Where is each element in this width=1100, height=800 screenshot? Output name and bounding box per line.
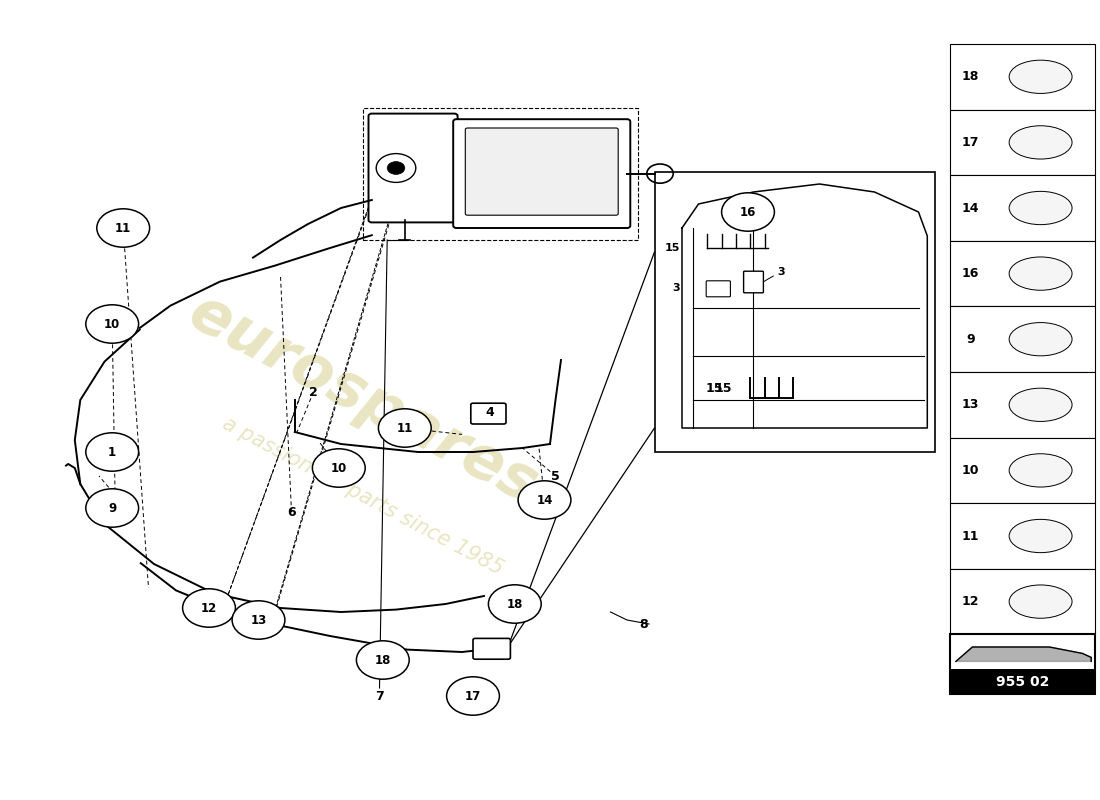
Circle shape <box>518 481 571 519</box>
Text: 14: 14 <box>961 202 979 214</box>
FancyBboxPatch shape <box>453 119 630 228</box>
Text: 3: 3 <box>672 283 680 293</box>
FancyBboxPatch shape <box>368 114 458 222</box>
Ellipse shape <box>1009 191 1072 225</box>
Text: 6: 6 <box>287 506 296 518</box>
Circle shape <box>86 489 139 527</box>
FancyBboxPatch shape <box>950 634 1094 694</box>
Text: 18: 18 <box>961 70 979 83</box>
Circle shape <box>312 449 365 487</box>
Ellipse shape <box>1009 585 1072 618</box>
Ellipse shape <box>1009 257 1072 290</box>
Text: 9: 9 <box>108 502 117 514</box>
Text: 12: 12 <box>961 595 979 608</box>
Text: 10: 10 <box>331 462 346 474</box>
FancyBboxPatch shape <box>706 281 730 297</box>
Text: 955 02: 955 02 <box>996 675 1049 689</box>
FancyBboxPatch shape <box>471 403 506 424</box>
Text: eurospares: eurospares <box>178 283 548 517</box>
Text: 10: 10 <box>104 318 120 330</box>
Text: 4: 4 <box>485 406 494 418</box>
Text: 10: 10 <box>961 464 979 477</box>
FancyBboxPatch shape <box>950 569 1094 634</box>
Text: 16: 16 <box>740 206 756 218</box>
Text: 5: 5 <box>551 470 560 482</box>
Text: 15: 15 <box>664 243 680 253</box>
Ellipse shape <box>1009 519 1072 553</box>
Text: 2: 2 <box>309 386 318 398</box>
Text: 17: 17 <box>961 136 979 149</box>
Text: 11: 11 <box>397 422 412 434</box>
Text: 7: 7 <box>375 690 384 702</box>
Text: 14: 14 <box>537 494 552 506</box>
FancyBboxPatch shape <box>465 128 618 215</box>
FancyBboxPatch shape <box>950 372 1094 438</box>
FancyBboxPatch shape <box>473 638 510 659</box>
Circle shape <box>86 305 139 343</box>
FancyBboxPatch shape <box>950 438 1094 503</box>
Circle shape <box>447 677 499 715</box>
Circle shape <box>488 585 541 623</box>
Text: 13: 13 <box>251 614 266 626</box>
Circle shape <box>378 409 431 447</box>
Text: 15: 15 <box>705 382 723 394</box>
FancyBboxPatch shape <box>950 669 1094 694</box>
Circle shape <box>387 162 405 174</box>
Text: 17: 17 <box>465 690 481 702</box>
Polygon shape <box>956 647 1091 662</box>
FancyBboxPatch shape <box>950 503 1094 569</box>
Text: 18: 18 <box>375 654 390 666</box>
Circle shape <box>183 589 235 627</box>
Ellipse shape <box>1009 322 1072 356</box>
FancyBboxPatch shape <box>950 110 1094 175</box>
Ellipse shape <box>1009 454 1072 487</box>
Text: 13: 13 <box>961 398 979 411</box>
Text: 12: 12 <box>201 602 217 614</box>
Circle shape <box>232 601 285 639</box>
Circle shape <box>86 433 139 471</box>
Text: 16: 16 <box>961 267 979 280</box>
Text: a passion for parts since 1985: a passion for parts since 1985 <box>219 414 507 578</box>
Ellipse shape <box>1009 388 1072 422</box>
Text: 11: 11 <box>116 222 131 234</box>
FancyBboxPatch shape <box>654 172 935 452</box>
Ellipse shape <box>1009 126 1072 159</box>
Circle shape <box>97 209 150 247</box>
Ellipse shape <box>1009 60 1072 94</box>
Text: 3: 3 <box>778 267 784 277</box>
FancyBboxPatch shape <box>950 175 1094 241</box>
Text: 15: 15 <box>715 382 733 394</box>
Text: 8: 8 <box>639 618 648 630</box>
Text: 1: 1 <box>108 446 117 458</box>
FancyBboxPatch shape <box>950 44 1094 110</box>
Text: 9: 9 <box>966 333 975 346</box>
FancyBboxPatch shape <box>744 271 763 293</box>
Circle shape <box>722 193 774 231</box>
FancyBboxPatch shape <box>950 306 1094 372</box>
Text: 11: 11 <box>961 530 979 542</box>
Circle shape <box>356 641 409 679</box>
FancyBboxPatch shape <box>950 241 1094 306</box>
Text: 18: 18 <box>507 598 522 610</box>
